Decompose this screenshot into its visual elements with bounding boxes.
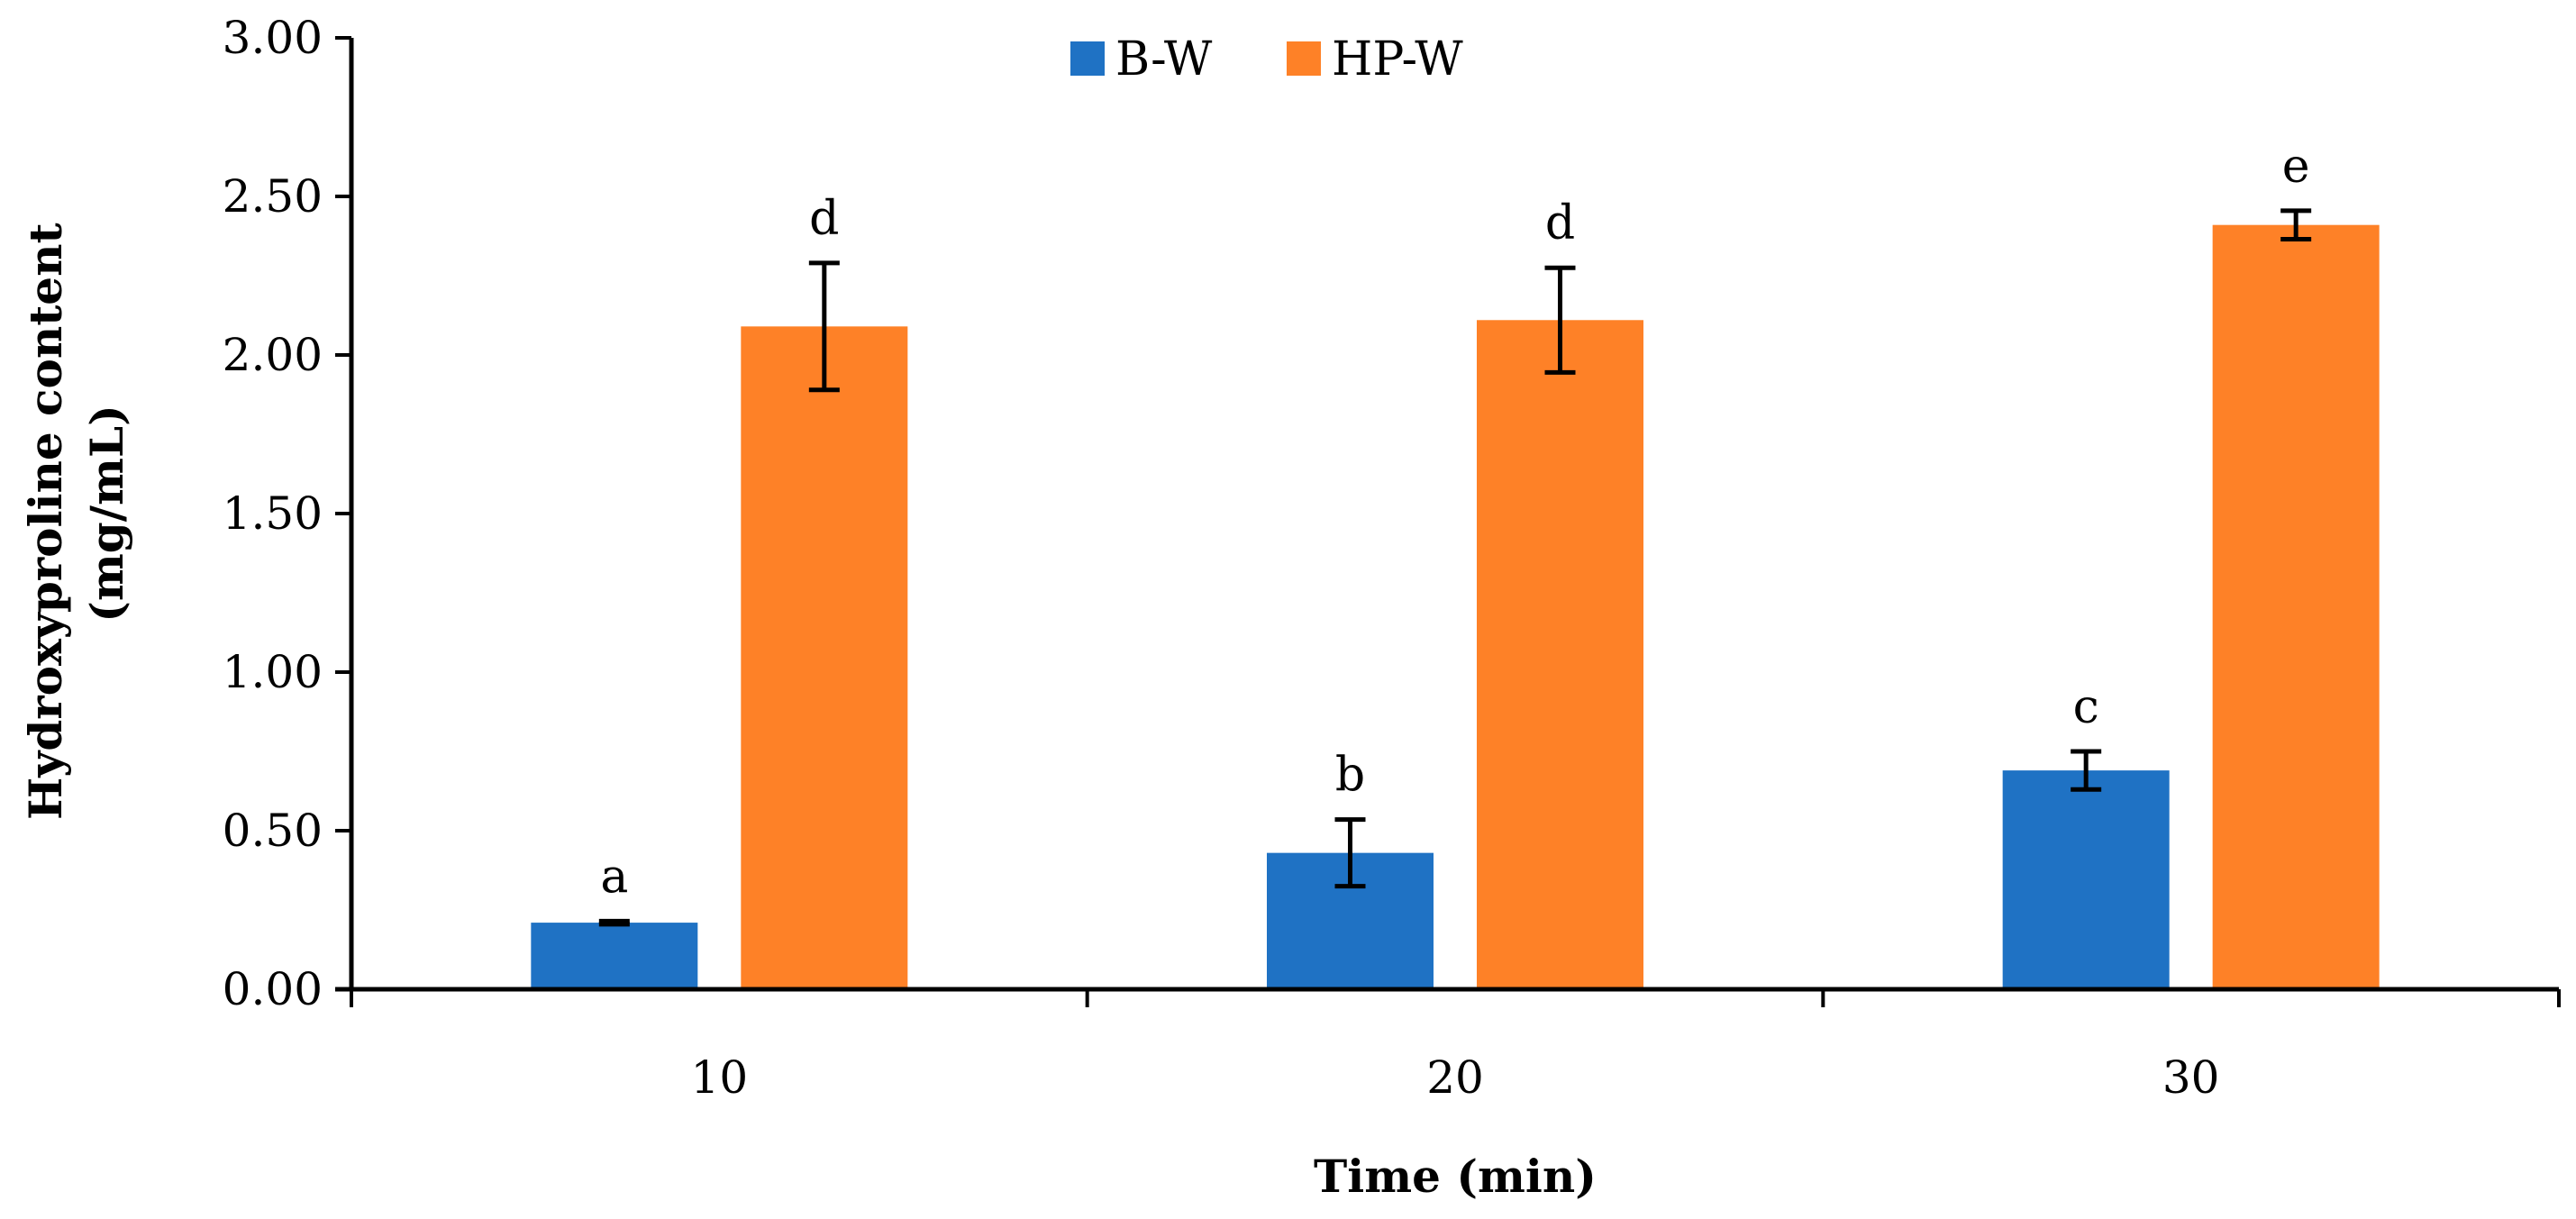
- significance-label: e: [2282, 140, 2310, 194]
- y-tick-label: 2.50: [223, 170, 323, 223]
- bars-group: [531, 224, 2380, 989]
- x-tick-label: 20: [1426, 1051, 1484, 1104]
- x-tick-label: 10: [691, 1051, 749, 1104]
- y-axis-title-line-1: Hydroxyproline content: [19, 223, 72, 820]
- significance-label: c: [2073, 680, 2099, 734]
- error-bar: [808, 260, 840, 393]
- significance-label: d: [1545, 196, 1575, 250]
- error-bar: [2071, 749, 2102, 792]
- error-bar: [2280, 208, 2312, 242]
- y-tick-label: 3.00: [223, 12, 323, 64]
- y-tick-label: 0.00: [223, 963, 323, 1015]
- significance-label: b: [1335, 749, 1365, 803]
- error-bar: [1334, 817, 1366, 889]
- y-tick-label: 2.00: [223, 329, 323, 381]
- bar-hp-w: [2212, 224, 2380, 989]
- error-bar: [1544, 265, 1576, 375]
- y-axis-title: Hydroxyproline content (mg/mL): [19, 207, 133, 820]
- legend: B-W HP-W: [1070, 32, 1463, 86]
- bar-b-w: [531, 923, 698, 989]
- y-tick-label: 1.00: [223, 646, 323, 698]
- significance-labels-group: a b c d d e: [600, 140, 2309, 904]
- significance-label: d: [809, 192, 839, 246]
- bar-b-w: [2002, 770, 2170, 989]
- significance-label: a: [600, 850, 628, 904]
- x-tick-label: 30: [2162, 1051, 2220, 1104]
- bar-hp-w: [1477, 320, 1643, 989]
- legend-swatch: [1287, 41, 1321, 76]
- y-tick-label: 1.50: [223, 487, 323, 540]
- error-bars-group: [598, 208, 2312, 927]
- x-axis-title: Time (min): [1314, 1150, 1597, 1203]
- legend-label: HP-W: [1332, 32, 1463, 86]
- y-axis-ticks: 0.00 0.50 1.00 1.50 2.00 2.50 3.00: [223, 12, 351, 1015]
- x-axis-ticks: 10 20 30: [350, 989, 2561, 1104]
- bar-hp-w: [741, 326, 908, 989]
- error-bar: [598, 918, 630, 927]
- legend-label: B-W: [1115, 32, 1213, 86]
- legend-swatch: [1070, 41, 1105, 76]
- y-tick-label: 0.50: [223, 805, 323, 857]
- y-axis-title-line-2: (mg/mL): [80, 405, 133, 623]
